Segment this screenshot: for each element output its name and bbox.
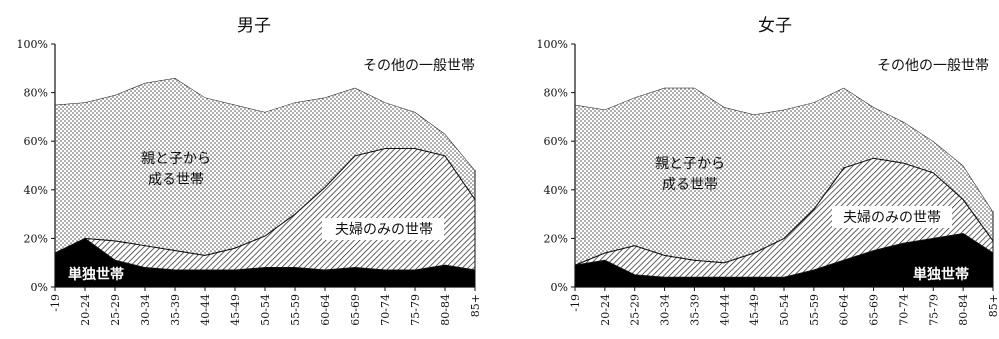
x-tick-label: 65-69	[349, 294, 362, 326]
other-households-area	[55, 44, 475, 171]
label-single-households: 単独世帯	[913, 266, 969, 283]
x-tick-label: 40-44	[199, 294, 212, 326]
x-tick-label: 50-54	[259, 294, 272, 326]
label-other-households: その他の一般世帯	[877, 58, 989, 74]
label-couple-households: 夫婦のみの世帯	[843, 209, 941, 226]
y-tick-label: 0%	[31, 281, 48, 294]
x-tick-label: 55-59	[289, 294, 302, 326]
x-tick-label: 55-59	[808, 294, 821, 326]
panel-female: 女子 0% 20% 40% 60% 80% 100% -19 20-24 25-29 30-34 3…	[537, 16, 999, 326]
label-parent-child-line2: 成る世帯	[148, 172, 204, 188]
x-tick-label: 25-29	[109, 294, 122, 326]
x-tick-label: 35-39	[688, 294, 701, 326]
x-tick-label: 20-24	[599, 294, 612, 326]
x-tick-label: 80-84	[439, 294, 452, 326]
x-tick-label: 75-79	[409, 294, 422, 326]
label-parent-child-line2: 成る世帯	[662, 177, 718, 193]
label-single-households: 単独世帯	[68, 266, 124, 283]
x-tick-label: 70-74	[379, 294, 392, 326]
panel-title: 女子	[758, 16, 792, 36]
x-tick-label: 45-49	[748, 294, 761, 326]
label-parent-child-households: 親と子から 成る世帯	[141, 151, 211, 188]
x-tick-label: -19	[569, 294, 582, 312]
label-parent-child-households: 親と子から 成る世帯	[655, 156, 725, 193]
x-tick-label: -19	[49, 294, 62, 312]
y-tick-label: 80%	[24, 87, 48, 100]
x-tick-label: 75-79	[927, 294, 940, 326]
label-couple-bg	[832, 206, 952, 228]
x-tick-label: 80-84	[957, 294, 970, 326]
y-tick-label: 40%	[544, 184, 568, 197]
y-tick-label: 0%	[551, 281, 568, 294]
x-tick-label: 45-49	[229, 294, 242, 326]
x-tick-label: 50-54	[778, 294, 791, 326]
label-couple-households: 夫婦のみの世帯	[335, 221, 433, 238]
y-tick-label: 80%	[544, 87, 568, 100]
x-tick-label: 70-74	[897, 294, 910, 326]
x-tick-label: 40-44	[718, 294, 731, 326]
y-tick-label: 100%	[537, 38, 568, 51]
y-tick-label: 20%	[544, 232, 568, 245]
other-households-area	[575, 44, 993, 212]
y-tick-label: 40%	[24, 184, 48, 197]
x-tick-label: 35-39	[169, 294, 182, 326]
panel-male: 男子 0% 20% 40% 60% 80% 100% -19 20-24 25-29 30-34 3…	[17, 16, 482, 326]
x-tick-label: 65-69	[868, 294, 881, 326]
x-tick-label: 85+	[987, 294, 999, 317]
x-tick-label: 30-34	[139, 294, 152, 326]
y-tick-label: 20%	[24, 232, 48, 245]
label-other-households: その他の一般世帯	[363, 58, 475, 74]
y-tick-label: 100%	[17, 38, 48, 51]
label-parent-child-line1: 親と子から	[141, 151, 211, 167]
panel-title: 男子	[237, 16, 271, 36]
x-tick-label: 85+	[469, 294, 482, 317]
x-tick-label: 60-64	[838, 294, 851, 326]
x-tick-label: 25-29	[629, 294, 642, 326]
x-tick-label: 30-34	[659, 294, 672, 326]
x-tick-label: 20-24	[79, 294, 92, 326]
plot-area-female: 0% 20% 40% 60% 80% 100% -19 20-24 25-29 30-34 35-3…	[537, 38, 999, 326]
y-tick-label: 60%	[544, 135, 568, 148]
label-couple-bg	[322, 218, 444, 240]
x-tick-label: 60-64	[319, 294, 332, 326]
label-parent-child-line1: 親と子から	[655, 156, 725, 172]
y-tick-label: 60%	[24, 135, 48, 148]
